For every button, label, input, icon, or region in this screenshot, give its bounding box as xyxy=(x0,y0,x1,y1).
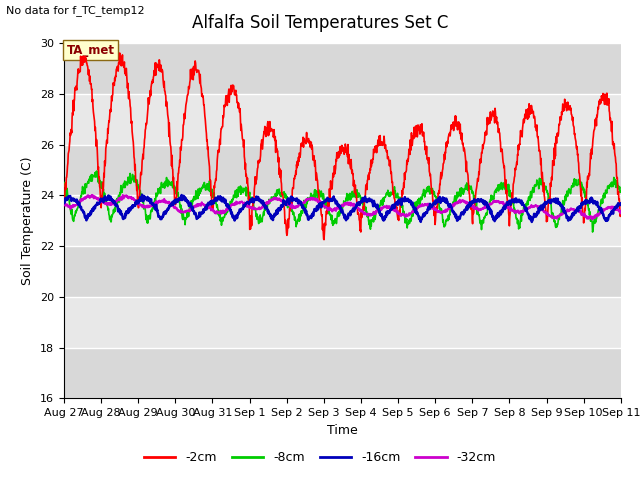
Bar xyxy=(64,297,621,348)
X-axis label: Time: Time xyxy=(327,424,358,437)
Y-axis label: Soil Temperature (C): Soil Temperature (C) xyxy=(22,156,35,285)
Legend: -2cm, -8cm, -16cm, -32cm: -2cm, -8cm, -16cm, -32cm xyxy=(139,446,501,469)
Text: No data for f_TC_temp12: No data for f_TC_temp12 xyxy=(6,5,145,16)
Bar xyxy=(64,195,621,246)
Bar xyxy=(64,94,621,144)
Text: Alfalfa Soil Temperatures Set C: Alfalfa Soil Temperatures Set C xyxy=(192,14,448,33)
Text: TA_met: TA_met xyxy=(67,44,115,57)
